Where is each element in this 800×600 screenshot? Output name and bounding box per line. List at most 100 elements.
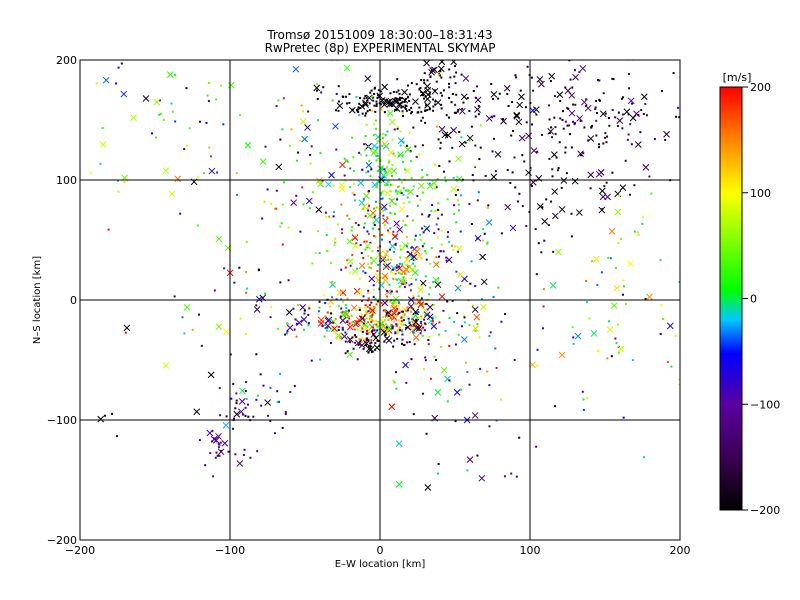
dot-marker bbox=[316, 83, 319, 86]
cross-marker bbox=[317, 180, 324, 188]
cross-marker bbox=[402, 361, 409, 369]
dot-marker bbox=[644, 298, 647, 301]
dot-marker bbox=[442, 250, 445, 253]
cross-marker bbox=[500, 117, 507, 125]
dot-marker bbox=[371, 109, 374, 112]
dot-marker bbox=[158, 113, 161, 116]
cross-marker bbox=[599, 187, 606, 195]
dot-marker bbox=[536, 364, 539, 367]
dot-marker bbox=[213, 289, 216, 292]
dot-marker bbox=[486, 241, 489, 244]
dot-marker bbox=[562, 127, 565, 130]
dot-marker bbox=[403, 100, 406, 103]
y-tick-label: 0 bbox=[70, 294, 77, 307]
cross-marker bbox=[509, 224, 517, 232]
dot-marker bbox=[389, 301, 392, 304]
dot-marker bbox=[659, 259, 662, 262]
cross-marker bbox=[360, 203, 368, 210]
dot-marker bbox=[609, 257, 612, 260]
dot-marker bbox=[429, 377, 432, 380]
cross-marker bbox=[123, 324, 131, 332]
dot-marker bbox=[514, 186, 517, 189]
dot-marker bbox=[674, 334, 677, 337]
dot-marker bbox=[374, 319, 377, 322]
dot-marker bbox=[394, 310, 397, 313]
dot-marker bbox=[380, 197, 383, 200]
dot-marker bbox=[670, 365, 673, 368]
dot-marker bbox=[400, 322, 403, 325]
cross-marker bbox=[437, 65, 445, 73]
dot-marker bbox=[209, 155, 212, 158]
dot-marker bbox=[344, 352, 347, 355]
dot-marker bbox=[385, 166, 388, 169]
dot-marker bbox=[358, 309, 361, 312]
dot-marker bbox=[604, 112, 607, 115]
dot-marker bbox=[232, 417, 235, 420]
cross-marker bbox=[341, 333, 348, 340]
dot-marker bbox=[363, 97, 366, 100]
cross-marker bbox=[384, 288, 392, 296]
cross-marker bbox=[367, 346, 375, 353]
cross-marker bbox=[584, 104, 592, 112]
dot-marker bbox=[423, 79, 426, 82]
dot-marker bbox=[344, 331, 347, 334]
dot-marker bbox=[454, 111, 457, 114]
dot-marker bbox=[375, 105, 378, 108]
dot-marker bbox=[417, 295, 420, 298]
dot-marker bbox=[425, 258, 428, 261]
dot-marker bbox=[421, 245, 424, 248]
dot-marker bbox=[422, 57, 424, 59]
dot-marker bbox=[69, 48, 71, 50]
dot-marker bbox=[436, 178, 439, 181]
dot-marker bbox=[602, 142, 605, 145]
dot-marker bbox=[399, 248, 402, 251]
dot-marker bbox=[410, 277, 413, 280]
dot-marker bbox=[407, 84, 410, 87]
dot-marker bbox=[435, 125, 438, 128]
dot-marker bbox=[286, 322, 289, 325]
dot-marker bbox=[417, 111, 420, 114]
cross-marker bbox=[642, 164, 650, 171]
dot-marker bbox=[408, 284, 411, 287]
cross-marker bbox=[217, 448, 225, 456]
dot-marker bbox=[360, 313, 363, 316]
dot-marker bbox=[351, 136, 354, 139]
dot-marker bbox=[330, 262, 333, 265]
dot-marker bbox=[472, 90, 475, 93]
dot-marker bbox=[446, 198, 449, 201]
dot-marker bbox=[395, 387, 398, 390]
dot-marker bbox=[428, 213, 431, 216]
dot-marker bbox=[455, 221, 458, 224]
dot-marker bbox=[376, 249, 379, 252]
dot-marker bbox=[607, 117, 610, 120]
dot-marker bbox=[371, 250, 374, 253]
cross-marker bbox=[438, 125, 446, 133]
dot-marker bbox=[407, 242, 410, 245]
dot-marker bbox=[365, 171, 368, 174]
dot-marker bbox=[346, 316, 349, 319]
dot-marker bbox=[391, 199, 394, 202]
dot-marker bbox=[624, 159, 627, 162]
dot-marker bbox=[402, 310, 405, 313]
dot-marker bbox=[388, 240, 391, 243]
cross-marker bbox=[592, 255, 600, 263]
dot-marker bbox=[222, 123, 225, 126]
cross-marker bbox=[568, 109, 576, 117]
dot-marker bbox=[394, 242, 397, 245]
dot-marker bbox=[174, 76, 177, 79]
dot-marker bbox=[425, 104, 428, 107]
dot-marker bbox=[309, 162, 312, 165]
dot-marker bbox=[474, 330, 477, 333]
dot-marker bbox=[244, 390, 247, 393]
dot-marker bbox=[362, 198, 365, 201]
dot-marker bbox=[173, 295, 176, 298]
cross-marker bbox=[327, 298, 335, 305]
cross-marker bbox=[339, 161, 346, 169]
dot-marker bbox=[468, 202, 471, 205]
dot-marker bbox=[486, 370, 489, 373]
dot-marker bbox=[287, 226, 290, 229]
dot-marker bbox=[398, 92, 401, 95]
cross-marker bbox=[709, 171, 715, 177]
dot-marker bbox=[648, 175, 651, 178]
dot-marker bbox=[350, 229, 353, 232]
